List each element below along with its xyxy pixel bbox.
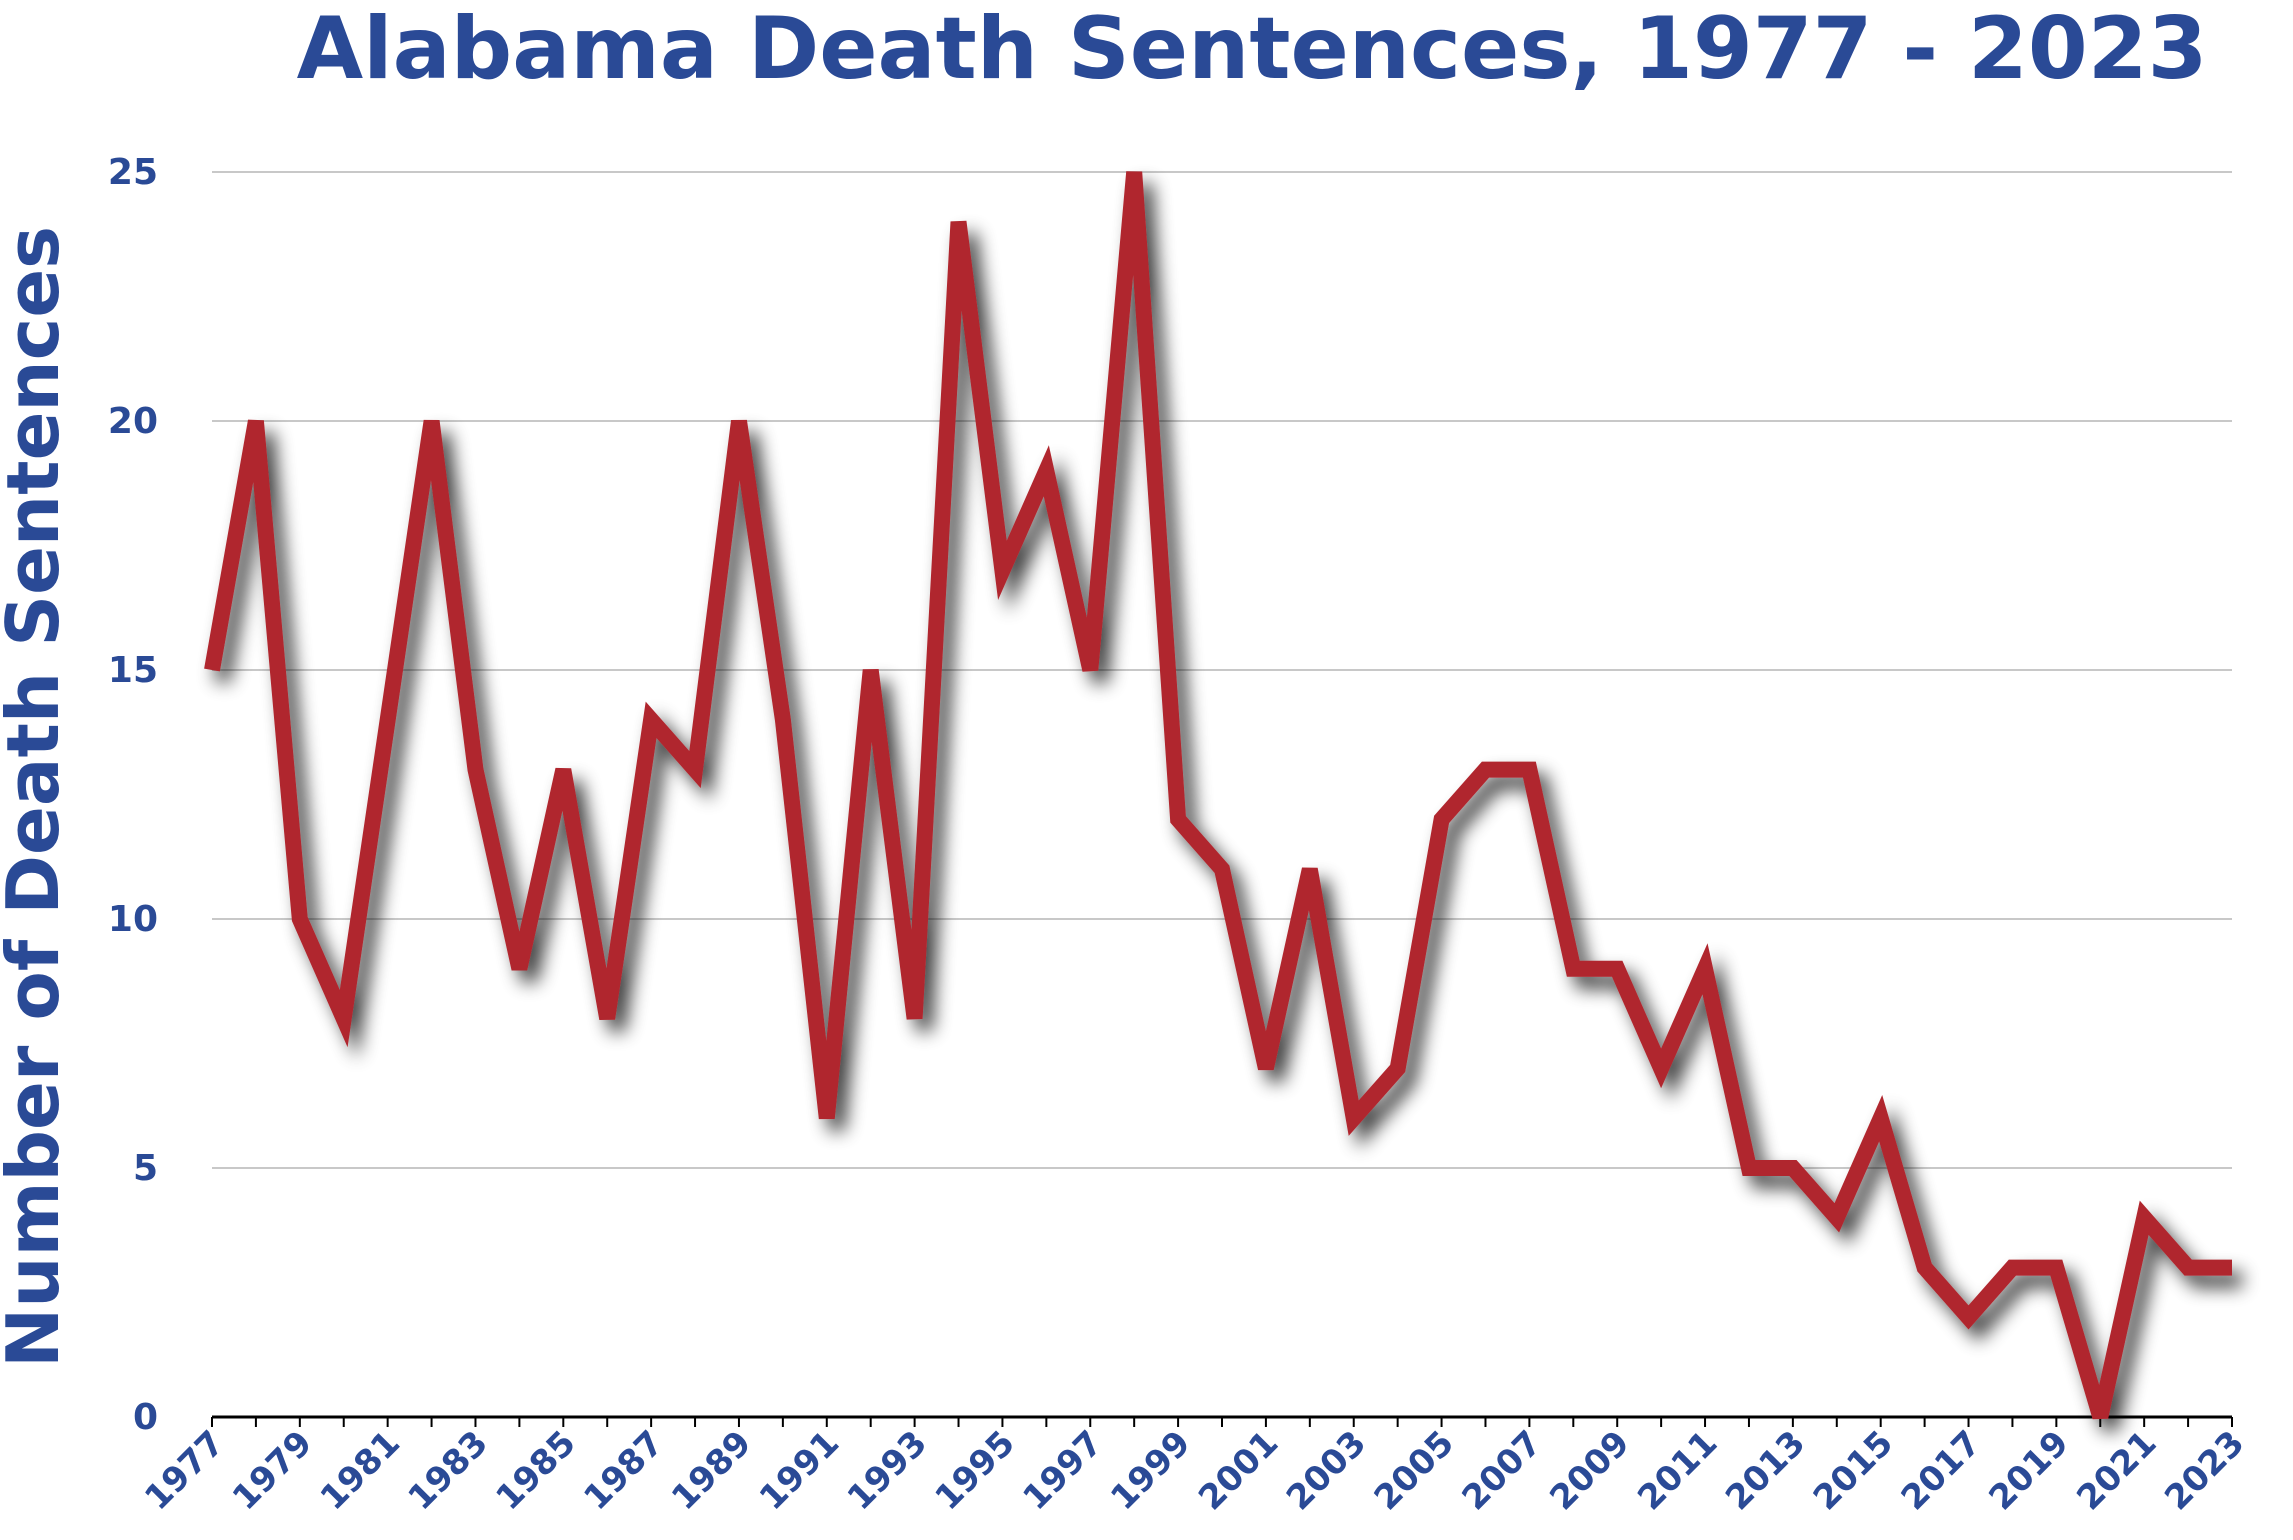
- x-tick-label: 2015: [1806, 1423, 1901, 1518]
- x-tick-label: 2005: [1367, 1423, 1462, 1518]
- x-tick-label: 2009: [1542, 1423, 1637, 1518]
- series-group: [204, 171, 2232, 1420]
- y-axis-label: Number of Death Sentences: [0, 226, 75, 1368]
- x-tick-label: 2017: [1894, 1423, 1989, 1518]
- x-tick-label: 1993: [840, 1423, 935, 1518]
- chart-title: Alabama Death Sentences, 1977 - 2023: [297, 0, 2208, 99]
- x-tick-label: 1987: [576, 1423, 671, 1518]
- y-tick-label: 15: [108, 650, 158, 691]
- x-tick-label: 1985: [488, 1423, 583, 1518]
- x-tick-label: 1989: [664, 1423, 759, 1518]
- x-tick-label: 1999: [1103, 1423, 1198, 1518]
- x-tick-label: 2023: [2157, 1423, 2252, 1518]
- x-tick-label: 1991: [752, 1423, 847, 1518]
- x-tick-label: 1979: [225, 1423, 320, 1518]
- y-tick-label: 10: [108, 899, 158, 940]
- y-tick-label: 25: [108, 152, 158, 193]
- x-axis-ticks: 1977197919811983198519871989199119931995…: [137, 1417, 2252, 1518]
- y-axis-ticks: 0 5 10 15 20 25: [108, 152, 158, 1438]
- y-tick-label: 0: [133, 1397, 158, 1438]
- gridlines: [212, 171, 2232, 1169]
- x-tick-label: 2011: [1630, 1423, 1725, 1518]
- x-tick-label: 1995: [928, 1423, 1023, 1518]
- x-tick-label: 2019: [1982, 1423, 2077, 1518]
- x-tick-label: 2021: [2069, 1423, 2164, 1518]
- x-tick-label: 1997: [1015, 1423, 1110, 1518]
- x-tick-label: 2013: [1718, 1423, 1813, 1518]
- y-tick-label: 5: [133, 1148, 158, 1189]
- x-tick-label: 2003: [1279, 1423, 1374, 1518]
- x-tick-label: 2007: [1455, 1423, 1550, 1518]
- x-tick-label: 2001: [1191, 1423, 1286, 1518]
- x-tick-label: 1983: [401, 1423, 496, 1518]
- x-tick-label: 1981: [313, 1423, 408, 1518]
- y-tick-label: 20: [108, 401, 158, 442]
- series-line: [204, 171, 2232, 1420]
